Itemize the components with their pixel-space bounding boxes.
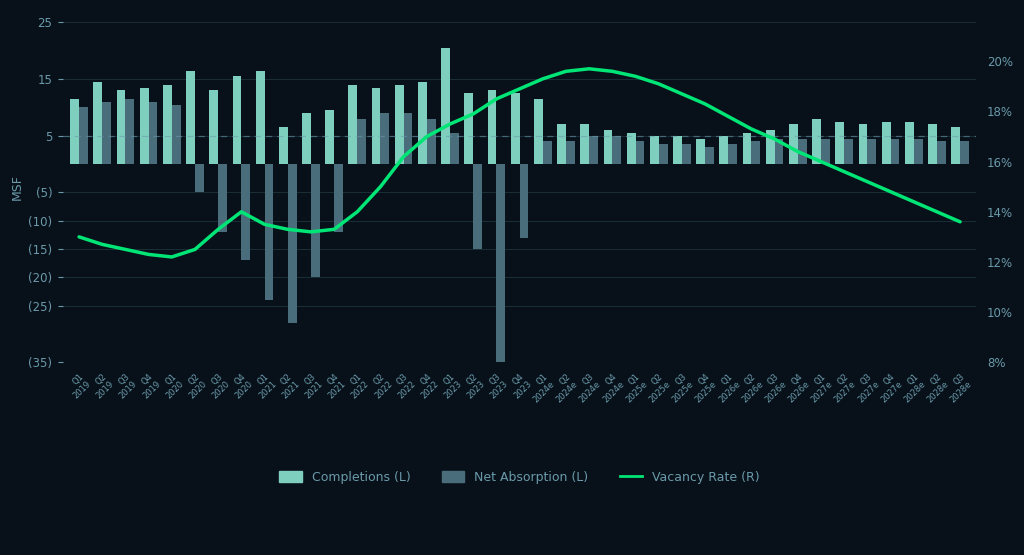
Bar: [195, 164, 204, 193]
Bar: [209, 90, 218, 164]
Bar: [487, 90, 497, 164]
Bar: [790, 124, 798, 164]
Bar: [821, 139, 829, 164]
Bar: [696, 139, 706, 164]
Bar: [357, 119, 367, 164]
Bar: [905, 122, 913, 164]
Bar: [836, 122, 844, 164]
Bar: [627, 133, 636, 164]
Bar: [117, 90, 125, 164]
Bar: [232, 76, 242, 164]
Bar: [752, 142, 760, 164]
Bar: [742, 133, 752, 164]
Bar: [172, 104, 180, 164]
Bar: [844, 139, 853, 164]
Bar: [913, 139, 923, 164]
Bar: [858, 124, 867, 164]
Bar: [798, 139, 807, 164]
Bar: [581, 124, 589, 164]
Bar: [403, 113, 413, 164]
Bar: [497, 164, 505, 407]
Bar: [326, 110, 334, 164]
Bar: [279, 127, 288, 164]
Bar: [557, 124, 566, 164]
Bar: [381, 113, 389, 164]
Bar: [774, 139, 783, 164]
Y-axis label: MSF: MSF: [11, 174, 25, 200]
Bar: [334, 164, 343, 232]
Bar: [720, 136, 728, 164]
Bar: [636, 142, 644, 164]
Bar: [465, 93, 473, 164]
Bar: [348, 85, 357, 164]
Bar: [264, 164, 273, 300]
Bar: [951, 127, 961, 164]
Bar: [612, 136, 622, 164]
Bar: [125, 99, 134, 164]
Bar: [658, 144, 668, 164]
Bar: [867, 139, 877, 164]
Bar: [256, 70, 264, 164]
Bar: [102, 102, 111, 164]
Bar: [728, 144, 737, 164]
Bar: [163, 85, 172, 164]
Bar: [673, 136, 682, 164]
Bar: [395, 85, 403, 164]
Bar: [961, 142, 969, 164]
Bar: [427, 119, 435, 164]
Bar: [812, 119, 821, 164]
Bar: [603, 130, 612, 164]
Bar: [891, 139, 899, 164]
Bar: [79, 108, 88, 164]
Bar: [418, 82, 427, 164]
Bar: [140, 88, 148, 164]
Bar: [450, 133, 459, 164]
Bar: [302, 113, 311, 164]
Bar: [511, 93, 519, 164]
Bar: [441, 48, 450, 164]
Bar: [242, 164, 250, 260]
Legend: Completions (L), Net Absorption (L), Vacancy Rate (R): Completions (L), Net Absorption (L), Vac…: [274, 466, 765, 489]
Bar: [543, 142, 552, 164]
Bar: [937, 142, 946, 164]
Bar: [311, 164, 319, 278]
Bar: [882, 122, 891, 164]
Bar: [682, 144, 691, 164]
Bar: [766, 130, 774, 164]
Bar: [650, 136, 658, 164]
Bar: [534, 99, 543, 164]
Bar: [148, 102, 158, 164]
Bar: [186, 70, 195, 164]
Bar: [566, 142, 574, 164]
Bar: [706, 147, 714, 164]
Bar: [519, 164, 528, 238]
Bar: [372, 88, 381, 164]
Bar: [589, 136, 598, 164]
Bar: [71, 99, 79, 164]
Bar: [218, 164, 227, 232]
Bar: [928, 124, 937, 164]
Bar: [288, 164, 297, 322]
Bar: [93, 82, 102, 164]
Bar: [473, 164, 482, 249]
